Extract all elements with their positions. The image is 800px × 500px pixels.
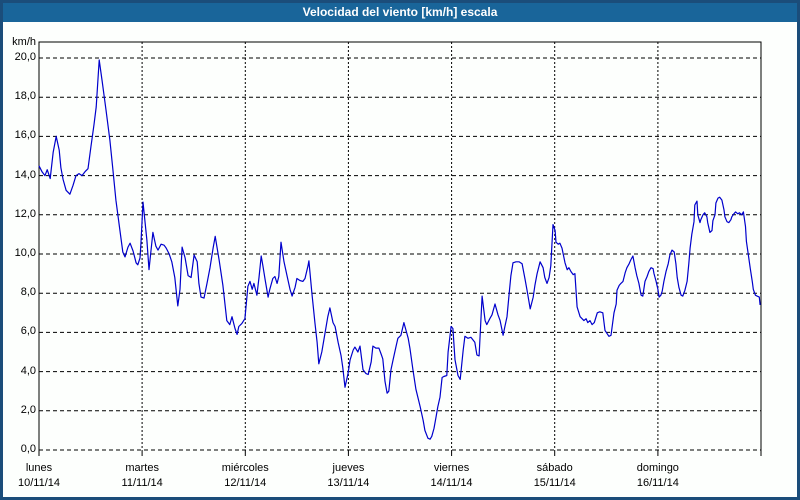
day-date: 13/11/14 bbox=[327, 477, 370, 489]
day-name: jueves bbox=[332, 462, 365, 474]
y-tick-label: 12,0 bbox=[14, 207, 36, 220]
y-tick-label: 6,0 bbox=[20, 325, 36, 338]
y-axis-unit-label: km/h bbox=[12, 36, 36, 48]
day-name: domingo bbox=[636, 462, 679, 474]
x-day-label: lunes 10/11/14 bbox=[3, 462, 94, 489]
day-name: viernes bbox=[433, 462, 470, 474]
day-name: sábado bbox=[536, 462, 573, 474]
y-tick-label: 0,0 bbox=[20, 443, 36, 455]
titlebar: Velocidad del viento [km/h] escala bbox=[3, 3, 797, 22]
x-day-label: jueves 13/11/14 bbox=[293, 462, 403, 489]
y-tick-label: 2,0 bbox=[20, 403, 36, 416]
y-tick-label: 4,0 bbox=[20, 364, 36, 377]
day-date: 14/11/14 bbox=[430, 477, 473, 489]
day-name: lunes bbox=[25, 462, 53, 474]
chart-title: Velocidad del viento [km/h] escala bbox=[302, 5, 498, 19]
day-name: martes bbox=[125, 462, 159, 474]
day-date: 12/11/14 bbox=[224, 477, 267, 489]
day-date: 16/11/14 bbox=[636, 477, 679, 489]
x-day-label: sábado 15/11/14 bbox=[500, 462, 610, 489]
x-day-label: viernes 14/11/14 bbox=[397, 462, 507, 489]
y-tick-label: 18,0 bbox=[14, 90, 36, 103]
day-date: 15/11/14 bbox=[533, 477, 576, 489]
x-day-label: martes 11/11/14 bbox=[87, 462, 197, 489]
chart-area: km/h 0,0 2,0 4,0 6,0 8,0 10,0 12,0 14,0 16,0 18,0… bbox=[3, 22, 797, 497]
plot-frame bbox=[38, 41, 762, 456]
wind-speed-plot bbox=[38, 41, 762, 456]
y-tick-label: 10,0 bbox=[14, 247, 36, 259]
x-day-label: miércoles 12/11/14 bbox=[190, 462, 300, 489]
y-tick-label: 8,0 bbox=[20, 286, 36, 299]
day-date: 11/11/14 bbox=[121, 477, 163, 489]
day-date: 10/11/14 bbox=[17, 477, 60, 489]
wind-speed-line bbox=[38, 59, 761, 440]
y-tick-label: 20,0 bbox=[14, 51, 36, 63]
y-tick-label: 16,0 bbox=[14, 129, 36, 142]
y-tick-label: 14,0 bbox=[14, 168, 36, 181]
day-name: miércoles bbox=[221, 462, 269, 474]
x-day-label: domingo 16/11/14 bbox=[603, 462, 713, 489]
